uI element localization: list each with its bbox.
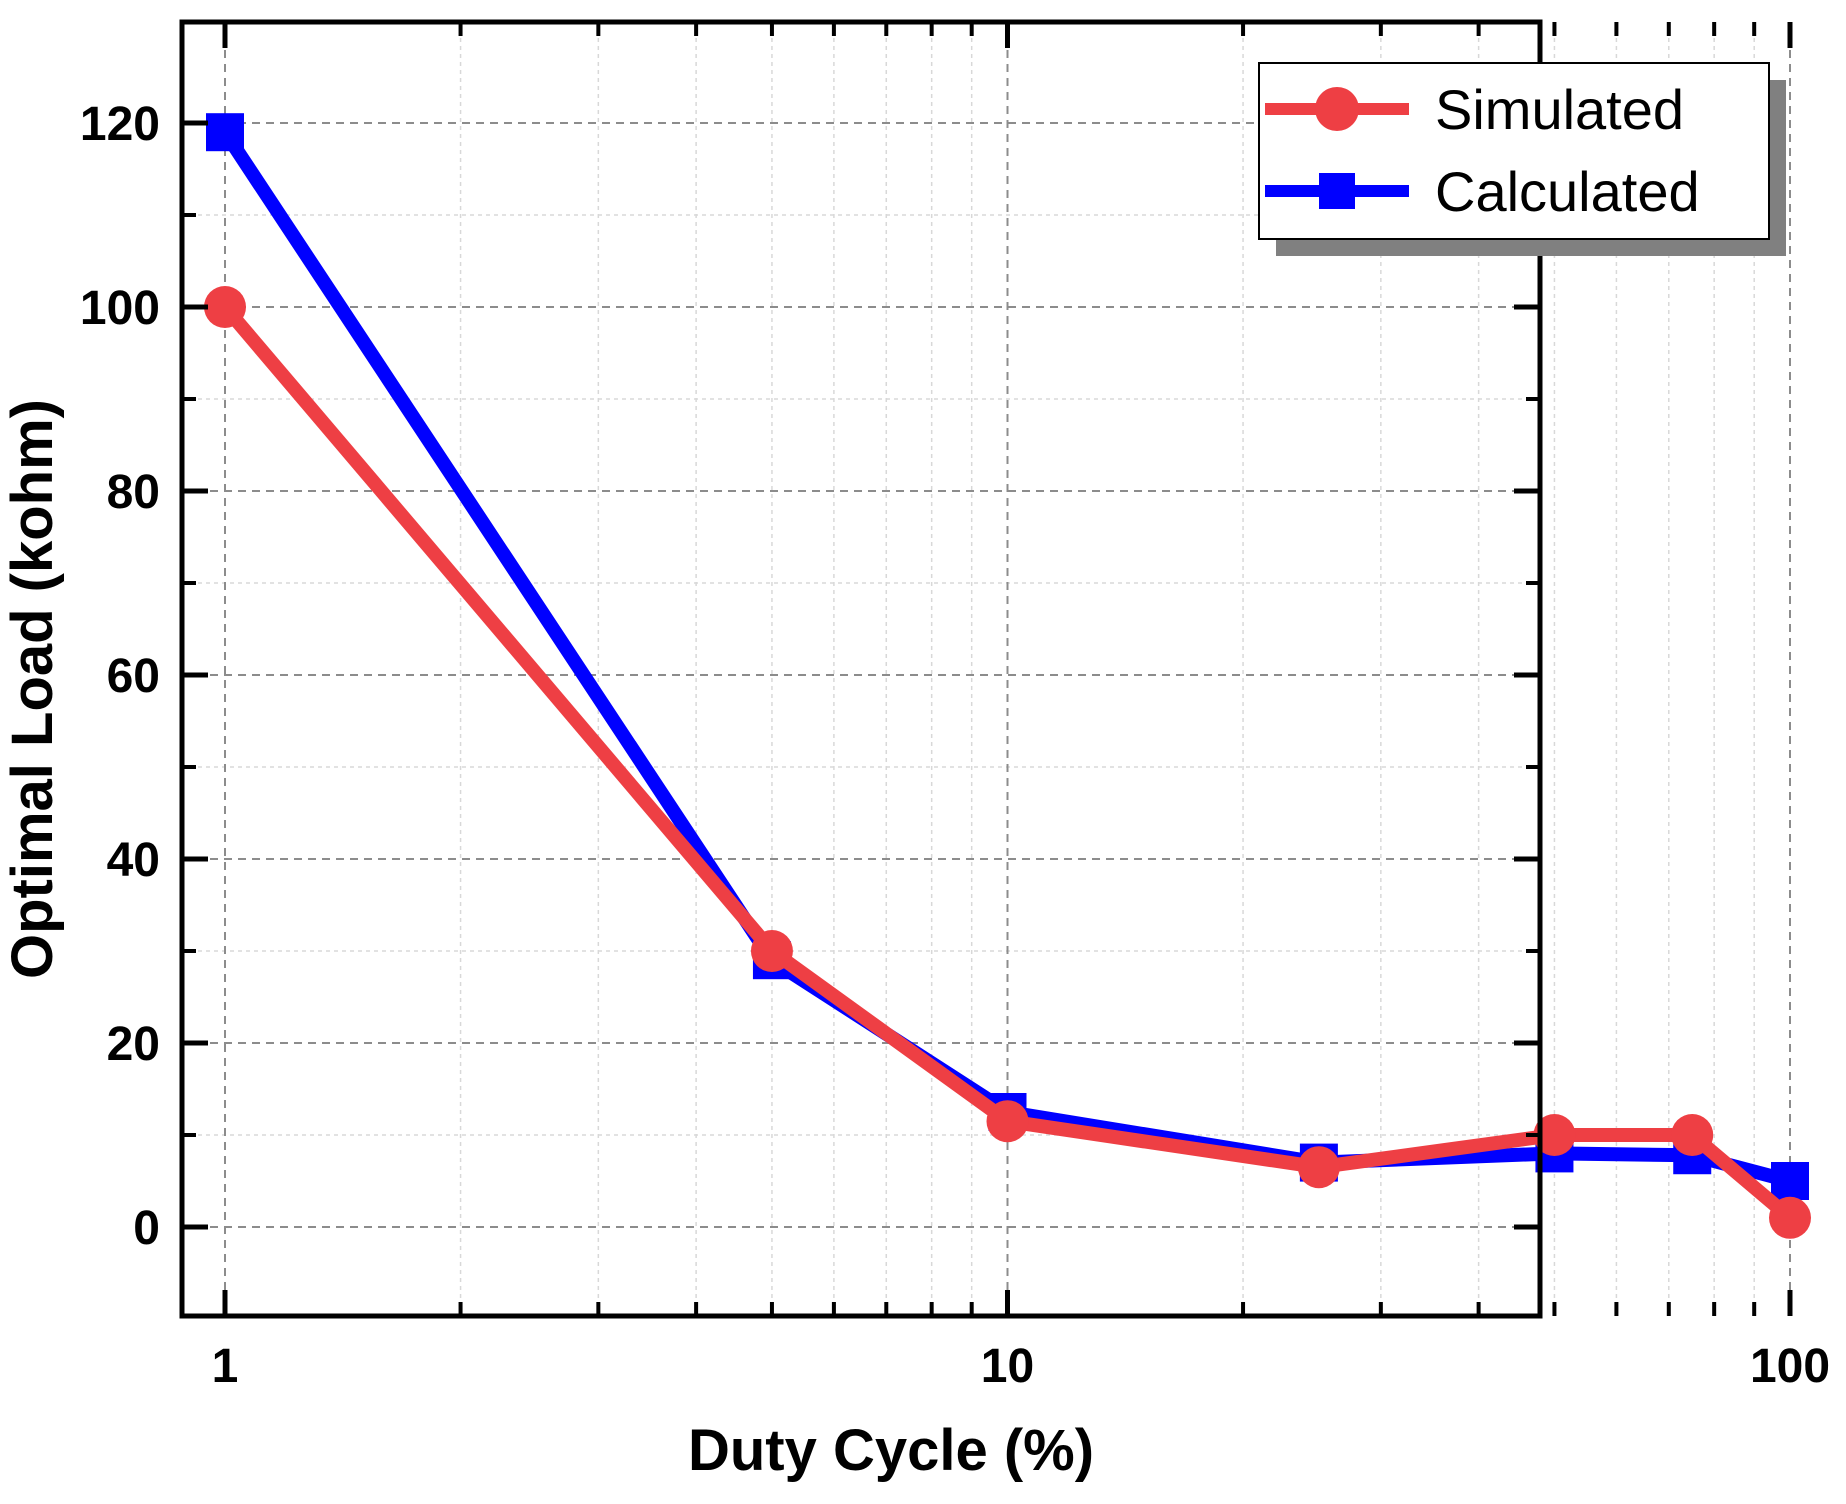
x-tick-label: 10 xyxy=(981,1340,1034,1393)
data-point-simulated xyxy=(1297,1146,1340,1189)
y-tick-label: 60 xyxy=(107,650,160,703)
axis-ticks xyxy=(182,22,1793,1316)
legend-marker-square xyxy=(1319,173,1355,209)
legend-item-simulated: Simulated xyxy=(1265,78,1684,141)
x-tick-label: 1 xyxy=(212,1340,239,1393)
data-point-simulated xyxy=(1533,1114,1576,1156)
x-tick-labels: 1 10 100 xyxy=(212,1340,1830,1393)
data-point-simulated xyxy=(1769,1196,1811,1239)
y-tick-label: 40 xyxy=(107,834,160,887)
plot-frame xyxy=(179,19,1543,1319)
series-layer xyxy=(204,113,1811,1239)
data-point-simulated xyxy=(1671,1114,1714,1156)
y-tick-label: 80 xyxy=(107,466,160,519)
series-simulated xyxy=(204,286,1811,1239)
legend-label: Simulated xyxy=(1435,78,1684,141)
y-tick-label: 20 xyxy=(107,1018,160,1071)
x-axis-title: Duty Cycle (%) xyxy=(688,1418,1094,1483)
y-tick-label: 0 xyxy=(133,1202,160,1255)
y-tick-labels: 0 20 40 60 80 100 120 xyxy=(80,98,160,1255)
major-gridlines xyxy=(182,22,1791,1316)
legend-item-calculated: Calculated xyxy=(1265,160,1700,223)
legend-label: Calculated xyxy=(1435,160,1700,223)
data-point-simulated xyxy=(986,1100,1029,1143)
legend-marker-circle xyxy=(1315,87,1359,131)
legend-items: Simulated Calculated xyxy=(1265,78,1700,223)
y-tick-label: 100 xyxy=(80,282,160,335)
x-tick-label: 100 xyxy=(1750,1340,1830,1393)
data-point-simulated xyxy=(750,930,793,972)
y-axis-title: Optimal Load (kohm) xyxy=(0,399,65,979)
data-point-calculated xyxy=(1771,1162,1809,1200)
y-tick-label: 120 xyxy=(80,98,160,151)
data-point-calculated xyxy=(206,113,244,152)
legend: Simulated Calculated xyxy=(1258,62,1786,256)
data-point-simulated xyxy=(204,286,246,328)
